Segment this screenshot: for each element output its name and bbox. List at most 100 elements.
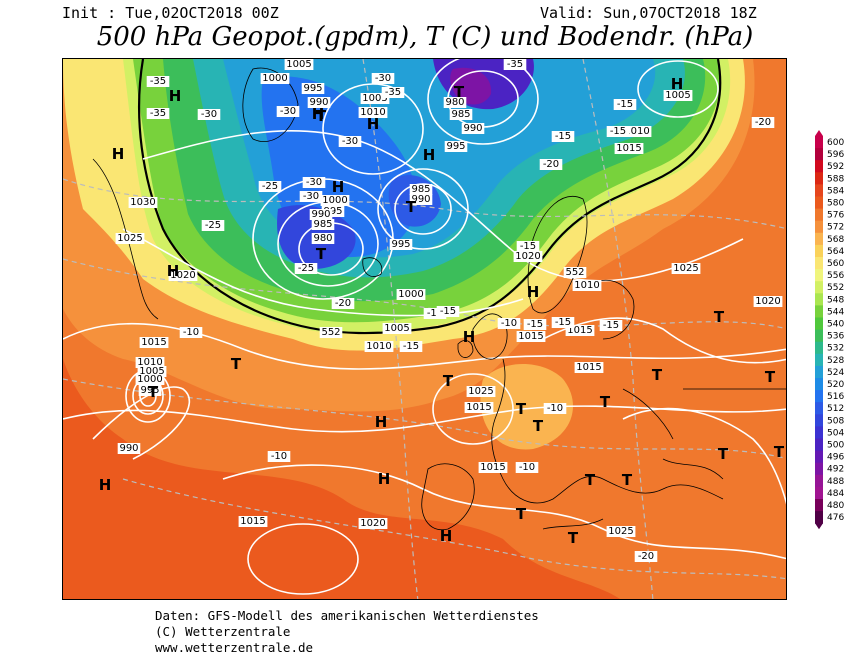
pressure-isobar-label: 1000 <box>396 289 426 300</box>
svg-text:1025: 1025 <box>468 386 493 397</box>
high-pressure-center: H <box>440 527 453 545</box>
pressure-isobar-label: 1025 <box>115 233 145 244</box>
temperature-isotherm-label: -15 <box>436 306 460 317</box>
svg-text:-30: -30 <box>306 177 322 188</box>
pressure-isobar-label: 1025 <box>671 263 701 274</box>
scale-swatch <box>815 474 823 488</box>
pressure-isobar-label: 1020 <box>358 518 388 529</box>
low-pressure-center: T <box>718 445 729 463</box>
svg-text:985: 985 <box>451 109 470 120</box>
pressure-isobar-label: 990 <box>409 194 433 205</box>
low-pressure-center: T <box>516 400 527 418</box>
scale-level-label: 520 <box>827 380 844 390</box>
temperature-isotherm-label: -20 <box>539 159 563 170</box>
temperature-isotherm-label: -10 <box>497 318 521 329</box>
scale-level-label: 552 <box>827 283 844 293</box>
temperature-isotherm-label: -25 <box>294 263 318 274</box>
svg-text:-25: -25 <box>298 263 314 274</box>
svg-text:-15: -15 <box>555 317 571 328</box>
pressure-isobar-label: 990 <box>117 443 141 454</box>
scale-swatch <box>815 329 823 343</box>
svg-text:1000: 1000 <box>137 374 162 385</box>
temperature-isotherm-label: -15 <box>606 126 630 137</box>
pressure-isobar-label: 1005 <box>382 323 412 334</box>
svg-text:1010: 1010 <box>366 341 391 352</box>
svg-text:-35: -35 <box>150 108 166 119</box>
low-pressure-center: T <box>454 83 465 101</box>
low-pressure-center: T <box>568 529 579 547</box>
pressure-isobar-label: 1020 <box>168 270 198 281</box>
svg-text:-20: -20 <box>638 551 654 562</box>
pressure-isobar-label: 1005 <box>137 366 167 377</box>
svg-text:1000: 1000 <box>322 195 347 206</box>
svg-text:1005: 1005 <box>286 59 311 70</box>
temperature-isotherm-label: -15 <box>516 241 540 252</box>
high-pressure-center: H <box>112 145 125 163</box>
svg-text:1020: 1020 <box>360 518 385 529</box>
svg-text:1010: 1010 <box>360 107 385 118</box>
temperature-isotherm-label: -20 <box>331 298 355 309</box>
scale-level-label: 476 <box>827 513 844 523</box>
scale-swatch <box>815 365 823 379</box>
scale-swatch <box>815 438 823 452</box>
svg-text:-35: -35 <box>385 87 401 98</box>
scale-swatch <box>815 160 823 173</box>
pressure-isobar-label: 1025 <box>606 526 636 537</box>
scale-level-label: 516 <box>827 392 844 402</box>
svg-text:990: 990 <box>463 123 482 134</box>
scale-level-label: 560 <box>827 259 844 269</box>
temperature-isotherm-label: -10 <box>543 403 567 414</box>
svg-text:1015: 1015 <box>466 402 491 413</box>
svg-text:1010: 1010 <box>137 357 162 368</box>
scale-swatch <box>815 305 823 318</box>
color-scale-legend: 600 596 592 588 584 580 576 572 568 564 560 556 552 5… <box>812 130 850 530</box>
temperature-isotherm-label: -15 <box>599 320 623 331</box>
svg-text:1000: 1000 <box>262 73 287 84</box>
temperature-isotherm-label: -35 <box>146 108 170 119</box>
scale-swatch <box>815 293 823 306</box>
pressure-isobar-label: 1010 <box>358 107 388 118</box>
svg-text:1030: 1030 <box>130 197 155 208</box>
scale-bottom-arrow <box>815 523 823 530</box>
pressure-isobar-label: 980 <box>443 97 467 108</box>
temperature-isotherm-label: -15 <box>551 131 575 142</box>
svg-text:-10: -10 <box>271 451 287 462</box>
low-pressure-center: T <box>148 383 159 401</box>
svg-text:-15: -15 <box>527 319 543 330</box>
scale-level-label: 564 <box>827 247 844 257</box>
pressure-isobar-label: 990 <box>309 209 333 220</box>
svg-text:995: 995 <box>323 206 342 217</box>
scale-swatch <box>815 341 823 355</box>
svg-text:990: 990 <box>309 97 328 108</box>
scale-level-label: 532 <box>827 344 844 354</box>
svg-text:-30: -30 <box>375 73 391 84</box>
temperature-isotherm-label: -20 <box>634 551 658 562</box>
svg-text:-10: -10 <box>519 462 535 473</box>
svg-text:-15: -15 <box>427 308 443 319</box>
scale-level-label: 568 <box>827 235 844 245</box>
svg-text:-35: -35 <box>150 76 166 87</box>
low-pressure-center: T <box>316 107 327 125</box>
scale-top-arrow <box>815 130 823 136</box>
svg-text:1005: 1005 <box>665 90 690 101</box>
svg-text:990: 990 <box>411 194 430 205</box>
scale-swatch <box>815 244 823 258</box>
pressure-isobar-label: 1020 <box>753 296 783 307</box>
svg-text:990: 990 <box>311 209 330 220</box>
temperature-isotherm-label: -30 <box>302 177 326 188</box>
svg-text:-15: -15 <box>610 126 626 137</box>
pressure-isobar-label: 995 <box>389 239 413 250</box>
pressure-isobar-label: 1015 <box>516 331 546 342</box>
pressure-isobar-label: 1000 <box>135 374 165 385</box>
svg-text:-15: -15 <box>403 341 419 352</box>
scale-level-label: 508 <box>827 416 844 426</box>
scale-swatch <box>815 317 823 331</box>
svg-text:-10: -10 <box>501 318 517 329</box>
svg-text:995: 995 <box>391 239 410 250</box>
pressure-isobar-label: 985 <box>409 184 433 195</box>
scale-swatch <box>815 172 823 185</box>
high-pressure-center: H <box>312 105 325 123</box>
low-pressure-center: T <box>774 443 785 461</box>
svg-text:1010: 1010 <box>574 280 599 291</box>
scale-swatch <box>815 184 823 197</box>
